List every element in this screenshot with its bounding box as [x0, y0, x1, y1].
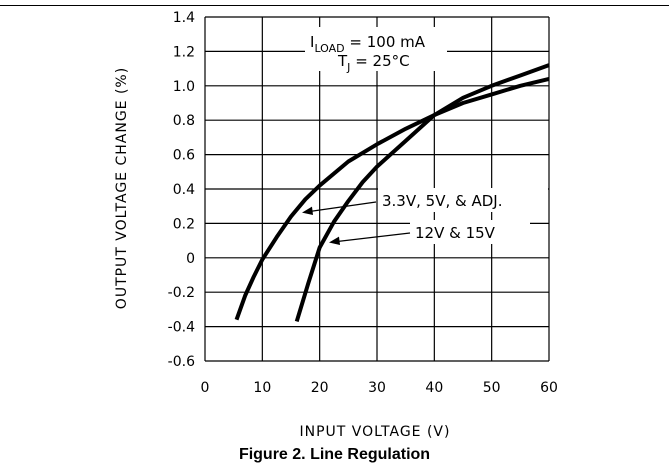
- y-tick-label: 0.8: [173, 113, 195, 129]
- y-tick-label: 0.6: [173, 148, 195, 164]
- series: [234, 63, 550, 323]
- x-tick-label: 0: [201, 380, 210, 396]
- x-tick-label: 10: [253, 380, 271, 396]
- tick-labels: 0 10 20 30 40 50 60 -0.6 -0.4 -0.2 0 0.2 0.4 0.6 0.8 1.…: [168, 10, 558, 396]
- figure-caption: Figure 2. Line Regulation: [238, 446, 431, 463]
- series-1-line: [234, 76, 550, 321]
- y-tick-label: 0.2: [173, 216, 195, 232]
- y-tick-label: 0.4: [173, 182, 195, 198]
- y-tick-label: 1.0: [173, 79, 195, 95]
- condition-junction-temp: TJ = 25°C: [337, 52, 410, 74]
- x-tick-label: 60: [540, 380, 558, 396]
- series-2-arrow-line: [332, 232, 411, 243]
- x-tick-label: 20: [311, 380, 329, 396]
- y-tick-label: 0: [186, 251, 195, 267]
- x-tick-label: 30: [368, 380, 386, 396]
- y-tick-label: 1.4: [173, 10, 195, 26]
- series-2-line: [294, 63, 550, 323]
- series-2-label-bg: [410, 220, 530, 244]
- y-tick-label: -0.4: [168, 320, 195, 336]
- series-1-label: 3.3V, 5V, & ADJ.: [382, 192, 502, 210]
- top-rule: [0, 5, 669, 6]
- series-1-arrowhead: [302, 206, 313, 215]
- y-tick-label: -0.2: [168, 285, 195, 301]
- x-tick-label: 40: [425, 380, 443, 396]
- series-2-arrowhead: [329, 236, 340, 245]
- x-axis-title: INPUT VOLTAGE (V): [300, 424, 451, 440]
- grid: [204, 16, 550, 362]
- conditions-box: [305, 27, 447, 71]
- series-2-label: 12V & 15V: [415, 224, 496, 242]
- series-1-arrow-line: [305, 201, 377, 213]
- y-axis-title: OUTPUT VOLTAGE CHANGE (%): [114, 67, 130, 309]
- condition-load-current: ILOAD = 100 mA: [310, 33, 426, 55]
- x-tick-label: 50: [483, 380, 501, 396]
- series-1-label-bg: [378, 188, 548, 212]
- y-tick-label: -0.6: [168, 354, 195, 370]
- y-tick-label: 1.2: [173, 44, 195, 60]
- line-regulation-chart: 0 10 20 30 40 50 60 -0.6 -0.4 -0.2 0 0.2 0.4 0.6 0.8 1.…: [114, 10, 558, 440]
